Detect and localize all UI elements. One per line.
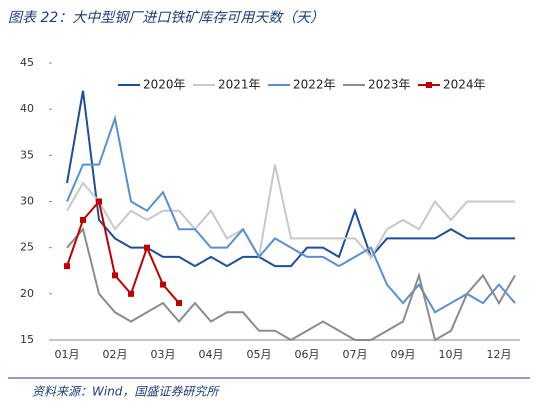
chart-title: 图表 22：大中型钢厂进口铁矿库存可用天数（天）: [8, 10, 324, 26]
x-tick-label: 03月: [151, 348, 176, 361]
source: 资料来源：Wind，国盛证券研究所: [32, 385, 220, 399]
y-tick-label: 25: [20, 241, 34, 254]
y-tick-label: 30: [20, 195, 34, 208]
legend-label: 2024年: [443, 78, 486, 92]
x-tick-label: 09月: [391, 348, 416, 361]
y-tick-label: 15: [20, 333, 34, 346]
x-tick-label: 02月: [103, 348, 128, 361]
y-tick-label: 45: [20, 56, 34, 69]
x-tick-label: 10月: [439, 348, 464, 361]
point-marker: [96, 198, 102, 205]
x-tick-label: 07月: [343, 348, 368, 361]
point-marker: [176, 300, 182, 307]
legend-marker: [426, 82, 432, 88]
x-tick-label: 06月: [295, 348, 320, 361]
x-tick-label: 05月: [247, 348, 272, 361]
series-line: [66, 227, 516, 342]
legend-label: 2021年: [218, 78, 261, 92]
x-tick-label: 04月: [199, 348, 224, 361]
x-tick-label: 12月: [487, 348, 512, 361]
point-marker: [128, 290, 134, 297]
series-line: [66, 114, 516, 314]
y-tick-label: 35: [20, 148, 34, 161]
series-line: [66, 90, 515, 268]
point-marker: [64, 263, 70, 270]
x-tick-label: 01月: [55, 348, 80, 361]
legend-label: 2022年: [293, 78, 336, 92]
series-line: [66, 164, 515, 260]
y-tick-label: 40: [20, 102, 34, 115]
point-marker: [160, 281, 166, 288]
legend-label: 2020年: [143, 78, 186, 92]
series-line: [66, 199, 180, 304]
point-marker: [112, 272, 118, 279]
y-tick-label: 20: [20, 287, 34, 300]
point-marker: [144, 244, 150, 251]
point-marker: [80, 216, 86, 223]
legend-label: 2023年: [368, 78, 411, 92]
